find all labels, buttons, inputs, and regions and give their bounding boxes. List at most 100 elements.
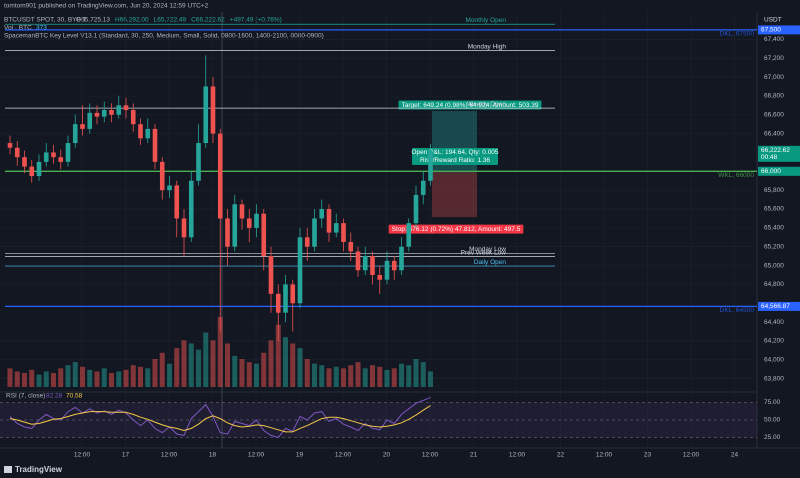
- candle-body: [94, 112, 100, 117]
- price-tag-label: 66,000: [761, 168, 781, 175]
- x-tick-label: 12:00: [161, 452, 178, 459]
- volume-bar: [152, 359, 158, 387]
- candle-body: [319, 209, 325, 219]
- rsi-ma-value: 70.58: [66, 393, 83, 400]
- volume-bar: [246, 362, 252, 387]
- candle-body: [377, 274, 383, 280]
- volume-bar: [399, 363, 404, 387]
- volume-bar: [159, 352, 165, 387]
- y-tick-label: 65,800: [764, 187, 784, 194]
- volume-bar: [377, 366, 383, 387]
- volume-bar: [123, 369, 129, 387]
- volume-bar: [341, 368, 346, 387]
- volume-bar: [203, 332, 209, 387]
- target-label-box: [398, 100, 542, 110]
- candle-body: [196, 143, 201, 181]
- x-tick-label: 19: [296, 452, 304, 459]
- ohlc-value: H66,292.00: [115, 17, 149, 24]
- session-level-label: Monday Low: [469, 246, 506, 253]
- volume-bar: [384, 369, 390, 387]
- volume-bar: [101, 368, 107, 387]
- volume-bar: [188, 343, 194, 387]
- x-tick-label: 12:00: [248, 452, 265, 459]
- y-tick-label: 65,600: [764, 206, 784, 213]
- x-tick-label: 12:00: [596, 452, 613, 459]
- session-level-label: Monthly Open: [466, 17, 507, 24]
- volume-bar: [312, 363, 317, 387]
- candle-body: [384, 260, 390, 280]
- volume-bar: [7, 368, 13, 387]
- candle-body: [290, 284, 296, 304]
- x-tick-label: 17: [122, 452, 130, 459]
- volume-bar: [167, 363, 172, 387]
- candle-body: [399, 246, 404, 271]
- volume-bar: [87, 369, 93, 387]
- volume-value: 373: [36, 25, 47, 32]
- y-tick-label: 64,200: [764, 338, 784, 345]
- stop-label: Stop: 476.12 (0.72%) 47.812, Amount: 497…: [392, 226, 521, 233]
- volume-bar: [58, 368, 64, 387]
- rsi-tick-label: 75.00: [764, 399, 781, 406]
- volume-bar: [116, 371, 122, 387]
- volume-bar: [94, 371, 100, 387]
- candle-body: [72, 124, 78, 144]
- y-tick-label: 63,800: [764, 375, 784, 382]
- candle-body: [261, 213, 267, 257]
- indicator: SpacemanBTC Key Level V13.1 (Standard, 3…: [4, 33, 324, 40]
- volume-bar: [319, 365, 325, 387]
- candle-body: [225, 218, 230, 247]
- volume-bar: [36, 374, 42, 387]
- volume-bar: [254, 363, 259, 387]
- x-tick-label: 12:00: [422, 452, 439, 459]
- ohlc-value: L65,722.49: [154, 17, 187, 24]
- volume-bar: [65, 365, 71, 387]
- candle-body: [22, 157, 27, 167]
- x-tick-label: 18: [209, 452, 217, 459]
- rsi-line: [9, 396, 431, 439]
- candle-body: [413, 194, 419, 224]
- volume-bar: [391, 368, 397, 387]
- session-level-label: Weekly Open: [467, 101, 506, 108]
- candle-body: [217, 133, 223, 219]
- volume-bar: [355, 362, 361, 387]
- y-tick-label: 66,800: [764, 93, 784, 100]
- currency: USDT: [764, 17, 782, 24]
- y-tick-label: 64,000: [764, 357, 784, 364]
- volume-bar: [348, 365, 354, 387]
- y-tick-label: 65,400: [764, 225, 784, 232]
- volume-label: Vol · BTC: [4, 25, 32, 32]
- candle-body: [65, 143, 71, 162]
- candle-body: [36, 161, 42, 177]
- volume-bar: [283, 337, 288, 387]
- volume-bar: [51, 373, 56, 387]
- y-tick-label: 65,000: [764, 262, 784, 269]
- volume-bar: [130, 365, 136, 387]
- candle-body: [43, 152, 49, 162]
- candle-body: [406, 223, 412, 247]
- rr-label: Risk/Reward Ratio: 1.36: [420, 157, 490, 164]
- rsi-tick-label: 25.00: [764, 434, 781, 441]
- candle-body: [239, 204, 245, 219]
- rsi-title: RSI (7, close): [6, 393, 45, 400]
- candle-body: [312, 218, 317, 247]
- volume-bar: [109, 373, 114, 387]
- price-tag-label: 67,500: [761, 27, 781, 34]
- volume-bar: [174, 348, 180, 387]
- key-level-label: WKL, 66000: [718, 172, 754, 179]
- x-tick-label: 21: [470, 452, 478, 459]
- volume-bar: [362, 368, 368, 387]
- volume-bar: [297, 348, 303, 387]
- candle-body: [87, 112, 93, 129]
- candle-body: [304, 237, 310, 247]
- volume-bar: [217, 317, 223, 387]
- candle-body: [326, 209, 332, 233]
- candle-body: [268, 256, 274, 294]
- y-tick-label: 66,400: [764, 130, 784, 137]
- target-label: Target: 649.24 (0.98%) 64.924, Amount: 5…: [402, 102, 539, 109]
- candle-body: [283, 284, 288, 313]
- logo: [4, 466, 12, 473]
- x-tick-label: 22: [557, 452, 565, 459]
- pnl-label: Open P&L: 194.64, Qty: 0.005: [411, 149, 498, 156]
- volume-bar: [232, 355, 238, 387]
